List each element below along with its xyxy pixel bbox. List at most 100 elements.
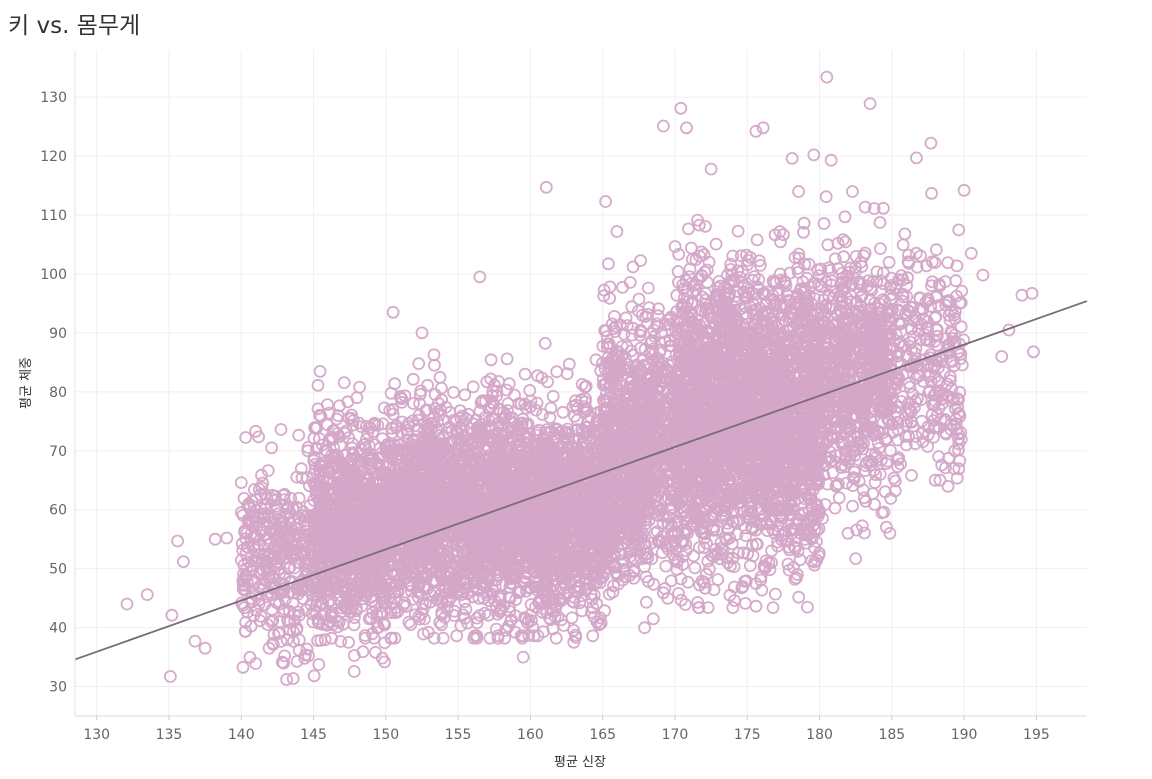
data-point [284,538,298,552]
data-point [347,618,361,632]
data-point [236,543,250,557]
data-point [428,358,441,372]
data-point [546,389,560,403]
data-point [267,527,281,541]
data-point [436,631,450,645]
data-point [586,629,600,643]
data-point [237,491,251,505]
data-point [550,365,564,379]
data-point [256,563,270,577]
data-point [292,428,306,442]
data-point [277,493,291,507]
data-point [273,626,287,640]
data-point [324,598,338,612]
data-point [294,462,308,476]
data-point [261,510,275,523]
data-point [369,646,382,659]
data-point [458,388,472,402]
data-point [275,655,289,669]
data-point [280,633,294,647]
data-point [291,583,305,596]
data-point [318,633,332,647]
data-point [300,642,314,656]
data-point [256,476,270,490]
data-point [246,510,260,524]
data-point [311,378,325,392]
data-point [626,260,640,274]
data-point [275,520,289,533]
data-point [523,383,537,397]
data-point [239,616,253,629]
data-point [518,367,532,381]
data-point [267,628,281,642]
data-point [356,645,370,659]
data-point [502,377,516,391]
data-point [238,524,252,538]
data-point [556,405,570,419]
data-point [347,665,361,678]
data-point [291,605,305,619]
data-point [238,583,252,596]
data-point [274,423,288,436]
data-point [500,352,514,366]
data-point [538,336,552,350]
data-point [257,549,271,563]
data-point [295,544,308,557]
data-point [337,376,351,390]
data-points [120,70,1040,686]
data-point [277,522,291,536]
data-point [433,370,447,384]
data-point [298,651,312,665]
data-point [412,357,426,371]
data-point [292,491,306,505]
data-point [307,669,321,683]
data-point [295,471,309,485]
data-point [325,631,339,645]
data-point [484,353,498,367]
data-point [342,636,356,649]
data-point [406,372,420,386]
data-point [498,631,512,645]
data-point [280,673,294,686]
data-point [255,468,268,482]
chart-title: 키 vs. 몸무게 [8,13,141,39]
data-point [253,523,267,537]
data-point [266,638,280,651]
data-point [236,660,250,674]
data-point [258,498,271,512]
data-point [255,481,269,494]
data-point [739,597,752,610]
data-point [296,505,310,519]
data-point [575,377,589,391]
data-point [589,353,603,367]
data-point [265,488,279,502]
data-point [286,596,300,610]
data-point [270,502,284,516]
data-point [427,348,441,362]
data-point [287,635,300,648]
data-point [268,510,282,524]
data-point [235,537,249,551]
data-point [388,377,402,391]
data-point [273,545,287,558]
data-point [312,658,326,671]
data-point [688,561,702,575]
data-point [286,672,300,685]
data-point [238,625,252,638]
data-point [313,364,327,378]
data-point [283,615,296,629]
data-point [250,530,264,544]
data-point [240,574,254,588]
data-point [292,633,306,647]
data-point [245,515,259,529]
data-point [265,603,279,616]
data-point [353,380,367,394]
data-point [565,611,579,625]
data-point [375,651,389,665]
data-point [447,385,460,399]
data-point [274,635,288,648]
data-point [290,518,304,531]
data-point [234,553,248,567]
data-point [282,562,296,576]
